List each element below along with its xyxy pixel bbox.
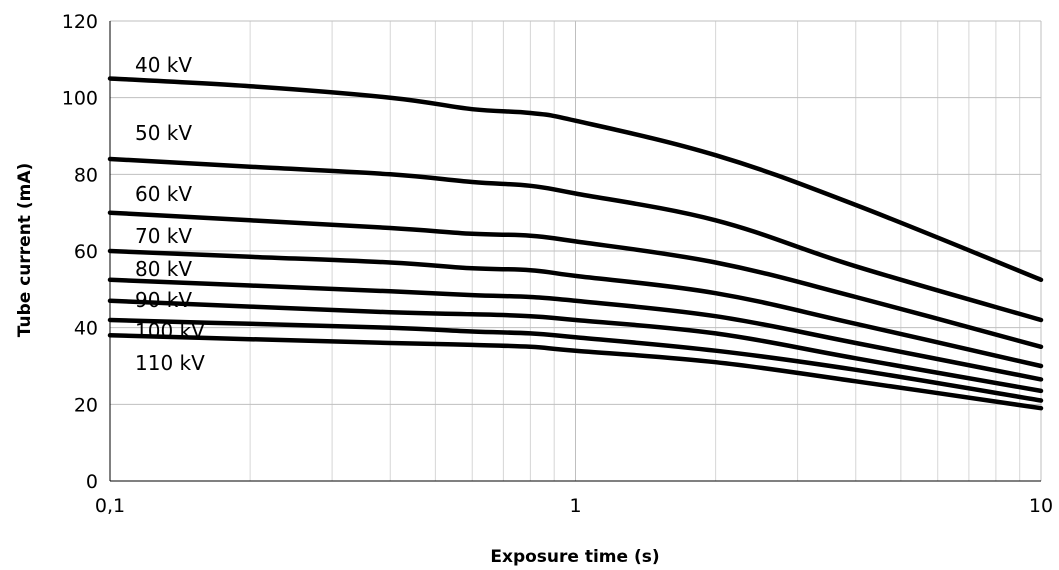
series-label: 70 kV [135,224,192,248]
series-label: 100 kV [135,319,205,343]
y-tick-label: 0 [86,471,98,493]
tick-labels: 0 20 40 60 80 100 120 0,1 1 10 [62,11,1053,517]
grid [110,20,1042,481]
series-line [107,298,1044,394]
y-tick-label: 20 [74,394,98,416]
x-axis-title: Exposure time (s) [490,547,659,567]
series-line [107,210,1044,350]
x-tick-label: 1 [569,495,581,517]
x-tick-label: 0,1 [95,495,125,517]
y-tick-label: 120 [62,11,98,33]
series-label: 110 kV [135,351,205,375]
series-label: 60 kV [135,182,192,206]
y-tick-label: 100 [62,88,98,110]
series-label: 80 kV [135,257,192,281]
series-labels: 40 kV 50 kV 60 kV 70 kV 80 kV 90 kV 100 kV 110 … [135,53,205,375]
y-tick-label: 40 [74,318,98,340]
y-tick-label: 60 [74,241,98,263]
series-line [107,248,1044,369]
series-label: 50 kV [135,121,192,145]
series-lines [107,76,1044,411]
series-line [107,277,1044,382]
series-line [107,156,1044,323]
y-tick-label: 80 [74,164,98,186]
series-line [107,317,1044,403]
y-axis-title: Tube current (mA) [15,163,35,337]
series-label: 40 kV [135,53,192,77]
series-line [107,333,1044,411]
x-tick-label: 10 [1029,495,1053,517]
series-line [107,76,1044,283]
series-label: 90 kV [135,288,192,312]
